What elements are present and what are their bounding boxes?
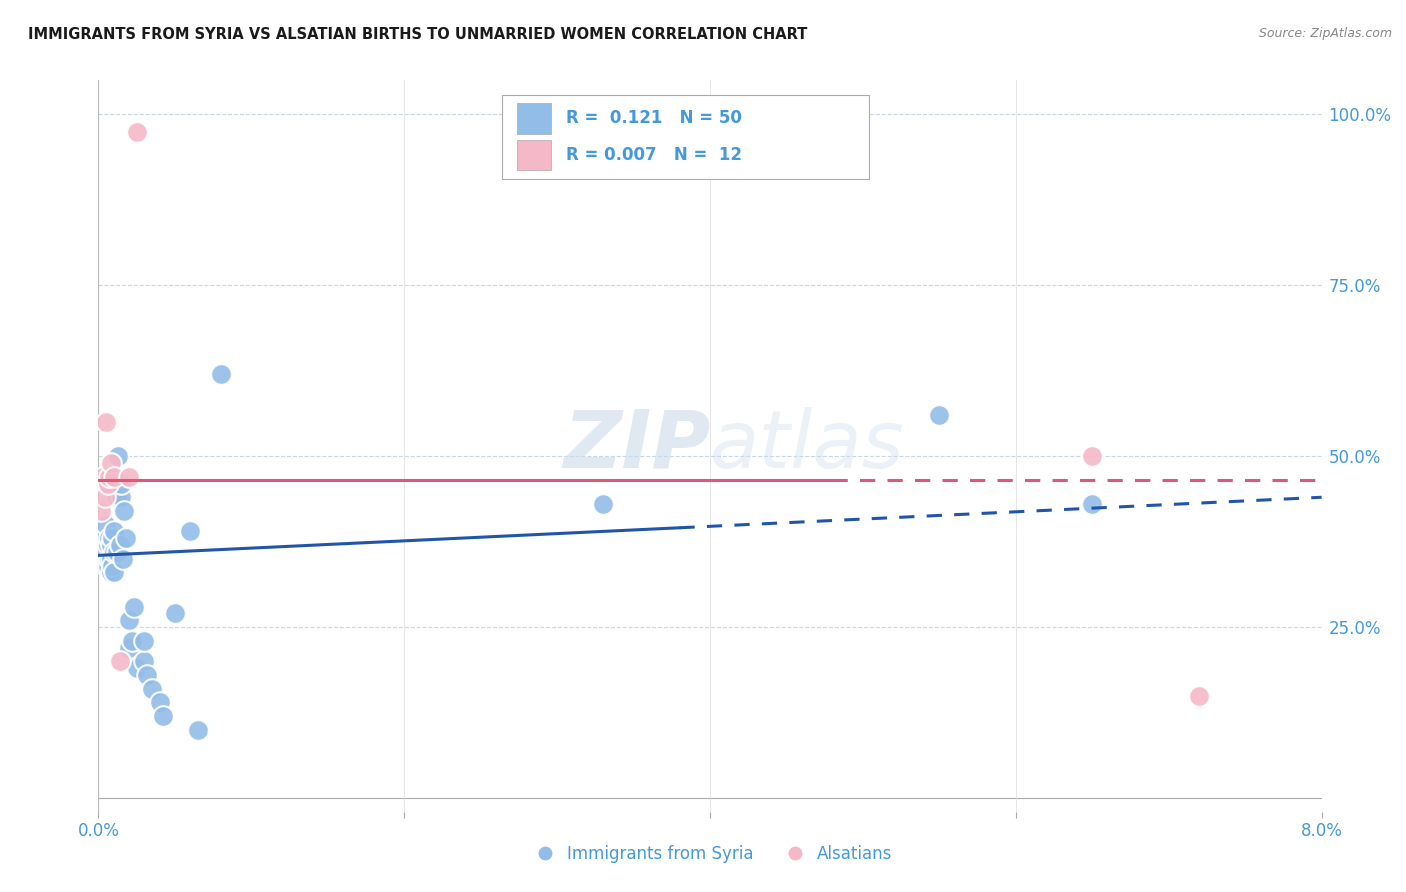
Point [97, 558, 120, 573]
Text: R = 0.007   N =  12: R = 0.007 N = 12 [565, 146, 742, 164]
Text: Source: ZipAtlas.com: Source: ZipAtlas.com [1258, 27, 1392, 40]
Bar [502, 95, 869, 179]
Point [94, 415, 117, 429]
Point [94, 517, 117, 532]
Point [107, 449, 129, 463]
Point [118, 640, 141, 655]
Point [93, 531, 115, 545]
Text: ZIP: ZIP [562, 407, 710, 485]
Point [122, 599, 145, 614]
Point [152, 709, 174, 723]
Point [93, 490, 115, 504]
Point [101, 558, 124, 573]
Point [100, 456, 122, 470]
Point [98, 551, 121, 566]
Point [93, 551, 115, 566]
Point [118, 613, 141, 627]
Point [163, 607, 186, 621]
Legend: Immigrants from Syria, Alsatians: Immigrants from Syria, Alsatians [522, 838, 898, 869]
Point [125, 661, 148, 675]
Point [149, 695, 172, 709]
Point [108, 654, 131, 668]
Point [91, 531, 114, 545]
Point [90, 538, 112, 552]
Point [112, 504, 135, 518]
Point [121, 633, 143, 648]
Bar [517, 103, 551, 134]
Point [91, 545, 114, 559]
Point [141, 681, 163, 696]
Point [179, 524, 201, 539]
Point [98, 531, 121, 545]
Point [107, 476, 129, 491]
Point [101, 531, 124, 545]
Point [1081, 497, 1104, 511]
Point [103, 469, 125, 483]
Point [90, 504, 112, 518]
Point [136, 668, 159, 682]
Point [592, 497, 614, 511]
Point [91, 469, 114, 483]
Point [105, 545, 128, 559]
Text: IMMIGRANTS FROM SYRIA VS ALSATIAN BIRTHS TO UNMARRIED WOMEN CORRELATION CHART: IMMIGRANTS FROM SYRIA VS ALSATIAN BIRTHS… [28, 27, 807, 42]
Point [108, 538, 131, 552]
Point [110, 490, 132, 504]
Point [103, 524, 125, 539]
Text: atlas: atlas [710, 407, 905, 485]
Point [103, 566, 125, 580]
Point [98, 469, 121, 483]
Point [1188, 689, 1211, 703]
Point [94, 558, 117, 573]
Point [209, 368, 232, 382]
Point [115, 531, 138, 545]
Point [97, 538, 120, 552]
Point [187, 723, 209, 737]
Point [111, 551, 134, 566]
Point [134, 633, 156, 648]
Point [1081, 449, 1104, 463]
Point [118, 469, 141, 483]
Point [93, 545, 115, 559]
Point [100, 551, 122, 566]
Point [928, 409, 950, 423]
Point [100, 538, 122, 552]
Point [134, 654, 156, 668]
Point [110, 476, 132, 491]
Bar [517, 139, 551, 170]
Point [94, 545, 117, 559]
Point [100, 566, 122, 580]
Text: R =  0.121   N = 50: R = 0.121 N = 50 [565, 110, 741, 128]
Point [125, 124, 148, 138]
Point [94, 551, 117, 566]
Point [105, 490, 128, 504]
Point [103, 545, 125, 559]
Point [97, 476, 120, 491]
